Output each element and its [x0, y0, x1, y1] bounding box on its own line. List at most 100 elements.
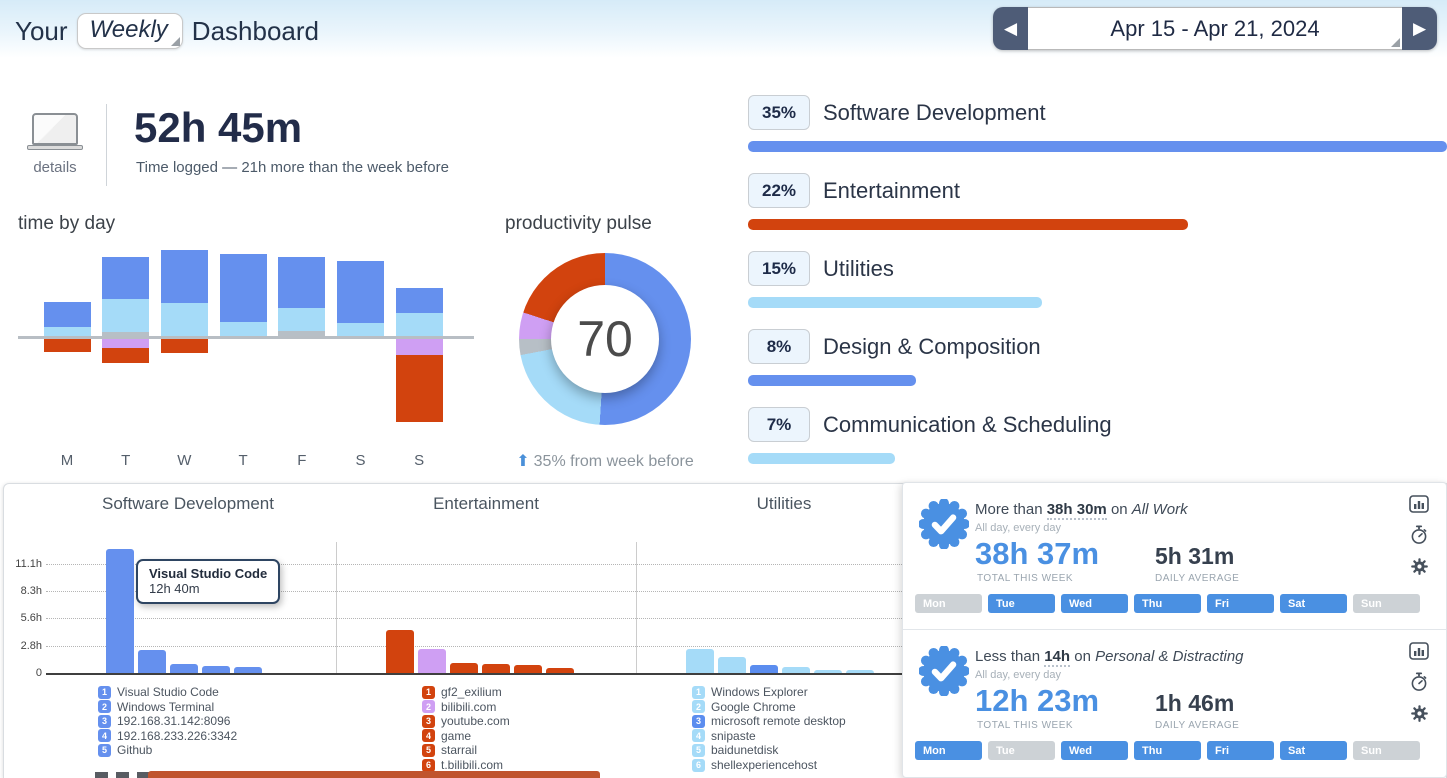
- legend-item[interactable]: 2 Google Chrome: [692, 700, 796, 714]
- app-usage-bar[interactable]: [846, 670, 874, 673]
- day-chip-wed[interactable]: Wed: [1061, 594, 1128, 613]
- app-usage-bar[interactable]: [750, 665, 778, 673]
- stopwatch-icon[interactable]: [1410, 672, 1428, 696]
- legend-app-name: Windows Explorer: [711, 685, 808, 699]
- time-by-day-bar-segment-neutral[interactable]: [102, 299, 150, 332]
- time-by-day-bar-segment-productive[interactable]: [102, 257, 150, 299]
- day-chip-sun[interactable]: Sun: [1353, 594, 1420, 613]
- app-usage-bar[interactable]: [450, 663, 478, 673]
- stopwatch-icon[interactable]: [1410, 525, 1428, 549]
- day-chip-fri[interactable]: Fri: [1207, 741, 1274, 760]
- legend-item[interactable]: 6 shellexperiencehost: [692, 758, 817, 772]
- app-usage-bar[interactable]: [234, 667, 262, 673]
- day-chip-thu[interactable]: Thu: [1134, 741, 1201, 760]
- app-usage-bar[interactable]: [482, 664, 510, 673]
- legend-item[interactable]: 1 gf2_exilium: [422, 685, 502, 699]
- time-by-day-bar-segment-neutral[interactable]: [43, 327, 91, 336]
- legend-item[interactable]: 5 starrail: [422, 743, 477, 757]
- day-chip-fri[interactable]: Fri: [1207, 594, 1274, 613]
- time-by-day-bar-segment-neutral[interactable]: [160, 303, 208, 336]
- day-chip-sun[interactable]: Sun: [1353, 741, 1420, 760]
- day-chip-sat[interactable]: Sat: [1280, 741, 1347, 760]
- legend-app-name: game: [441, 728, 472, 743]
- goal-target[interactable]: 14h: [1044, 648, 1071, 667]
- category-percent-badge: 7%: [748, 407, 810, 442]
- gear-icon[interactable]: [1410, 557, 1429, 580]
- app-usage-bar[interactable]: [514, 665, 542, 673]
- app-usage-bar[interactable]: [170, 664, 198, 673]
- time-by-day-bar-segment-very-distracting[interactable]: [43, 339, 91, 352]
- gridline: [46, 618, 906, 619]
- time-by-day-bar-segment-uncategorized[interactable]: [278, 331, 326, 336]
- app-usage-bar[interactable]: [782, 667, 810, 673]
- time-by-day-bar-segment-productive[interactable]: [395, 288, 443, 313]
- app-usage-bar[interactable]: [718, 657, 746, 673]
- legend-rank-badge: 2: [422, 700, 435, 714]
- time-by-day-bar-segment-distracting[interactable]: [102, 339, 150, 348]
- time-by-day-bar-segment-neutral[interactable]: [219, 322, 267, 336]
- legend-item[interactable]: 5 Github: [98, 743, 152, 757]
- time-by-day-bar-segment-productive[interactable]: [219, 254, 267, 322]
- category-bar: [748, 141, 1447, 152]
- time-by-day-bar-segment-very-distracting[interactable]: [395, 355, 443, 422]
- period-selector[interactable]: Weekly: [76, 13, 183, 49]
- legend-app-name: Github: [117, 743, 153, 758]
- legend-item[interactable]: 2 Windows Terminal: [98, 700, 214, 714]
- legend-item[interactable]: 4 snipaste: [692, 729, 756, 743]
- app-usage-bar[interactable]: [106, 549, 134, 673]
- app-usage-bar[interactable]: [686, 649, 714, 673]
- category-row-head: 7% Communication & Scheduling: [748, 407, 1447, 442]
- legend-item[interactable]: 4 game: [422, 729, 471, 743]
- apps-column-title-entertainment: Entertainment: [433, 494, 539, 513]
- day-chip-wed[interactable]: Wed: [1061, 741, 1128, 760]
- day-chip-mon[interactable]: Mon: [915, 594, 982, 613]
- legend-item[interactable]: 3 youtube.com: [422, 714, 510, 728]
- next-week-button[interactable]: ▶: [1402, 7, 1437, 50]
- time-by-day-bar-segment-productive[interactable]: [43, 302, 91, 327]
- day-chip-tue[interactable]: Tue: [988, 741, 1055, 760]
- category-row: 7% Communication & Scheduling: [748, 407, 1447, 464]
- day-chip-sat[interactable]: Sat: [1280, 594, 1347, 613]
- details-link[interactable]: details: [26, 113, 84, 176]
- bar-chart-icon[interactable]: [1409, 495, 1429, 517]
- app-usage-bar[interactable]: [814, 670, 842, 673]
- legend-item[interactable]: 3 microsoft remote desktop: [692, 714, 846, 728]
- goal-target[interactable]: 38h 30m: [1046, 501, 1107, 520]
- app-usage-bar[interactable]: [202, 666, 230, 673]
- legend-item[interactable]: 1 Windows Explorer: [692, 685, 808, 699]
- legend-rank-badge: 2: [692, 700, 705, 714]
- legend-rank-badge: 5: [692, 743, 705, 757]
- app-usage-bar[interactable]: [418, 649, 446, 673]
- goal-daily-caption: DAILY AVERAGE: [1155, 720, 1240, 731]
- bar-chart-icon[interactable]: [1409, 642, 1429, 664]
- pulse-trend-text: 35% from week before: [533, 453, 694, 470]
- time-by-day-bar-segment-distracting[interactable]: [395, 339, 443, 355]
- prev-week-button[interactable]: ◀: [993, 7, 1028, 50]
- app-usage-bar[interactable]: [386, 630, 414, 673]
- legend-item[interactable]: 3 192.168.31.142:8096: [98, 714, 230, 728]
- legend-item[interactable]: 6 t.bilibili.com: [422, 758, 503, 772]
- title-prefix: Your: [15, 15, 68, 46]
- day-chip-tue[interactable]: Tue: [988, 594, 1055, 613]
- day-chip-thu[interactable]: Thu: [1134, 594, 1201, 613]
- app-usage-bar[interactable]: [138, 650, 166, 673]
- time-by-day-bar-segment-productive[interactable]: [160, 250, 208, 303]
- time-by-day-bar-segment-uncategorized[interactable]: [102, 332, 150, 336]
- gear-icon[interactable]: [1410, 704, 1429, 727]
- time-by-day-bar-segment-neutral[interactable]: [278, 308, 326, 331]
- legend-item[interactable]: 5 baidunetdisk: [692, 743, 778, 757]
- legend-item[interactable]: 1 Visual Studio Code: [98, 685, 219, 699]
- date-range-selector[interactable]: Apr 15 - Apr 21, 2024: [1028, 7, 1402, 50]
- time-by-day-bar-segment-very-distracting[interactable]: [160, 339, 208, 353]
- legend-rank-badge: 6: [692, 758, 705, 772]
- apps-column-title-software: Software Development: [102, 494, 274, 513]
- time-by-day-bar-segment-neutral[interactable]: [337, 323, 384, 336]
- legend-item[interactable]: 2 bilibili.com: [422, 700, 496, 714]
- legend-item[interactable]: 4 192.168.233.226:3342: [98, 729, 237, 743]
- app-usage-bar[interactable]: [546, 668, 574, 673]
- time-by-day-bar-segment-neutral[interactable]: [395, 313, 443, 336]
- day-chip-mon[interactable]: Mon: [915, 741, 982, 760]
- time-by-day-bar-segment-productive[interactable]: [337, 261, 384, 323]
- time-by-day-bar-segment-very-distracting[interactable]: [102, 348, 150, 363]
- time-by-day-bar-segment-productive[interactable]: [278, 257, 326, 308]
